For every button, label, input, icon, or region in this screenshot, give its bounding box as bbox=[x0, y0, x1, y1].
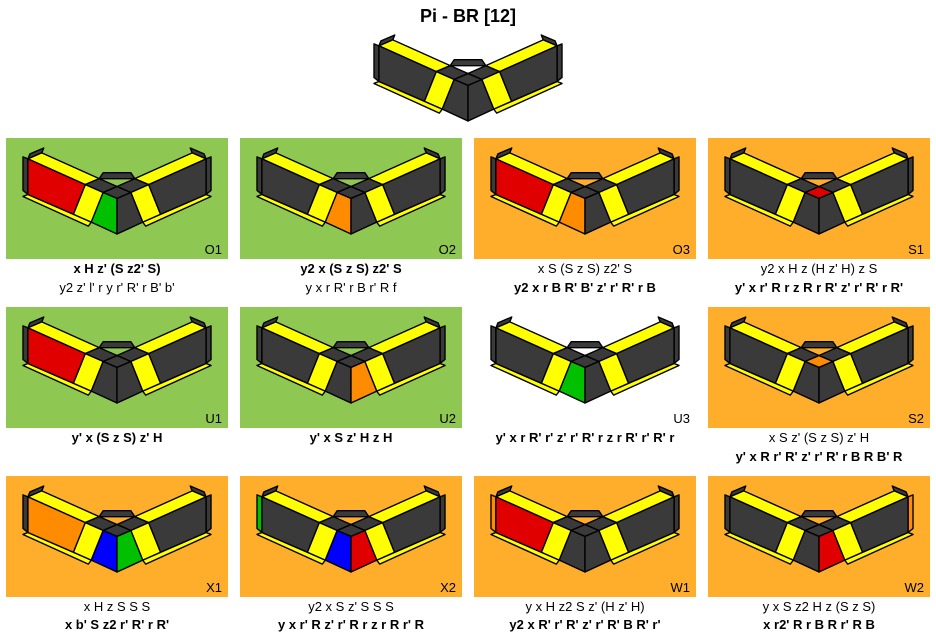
cube-wrap: O2 bbox=[240, 138, 462, 259]
case-cell-X1: X1 x H z S S Sx b' S z2 r' R' r R' bbox=[0, 472, 234, 641]
algorithm-text: y' x R r' R' z' r' R' r B R B' R bbox=[736, 449, 903, 466]
algorithm-text: x S z' (S z S) z' H bbox=[769, 430, 869, 447]
cube-wrap: O3 bbox=[474, 138, 696, 259]
cube-wrap: S1 bbox=[708, 138, 930, 259]
case-cell-S2: S2 x S z' (S z S) z' H y' x R r' R' z' r' … bbox=[702, 303, 936, 472]
header-cube bbox=[0, 27, 936, 134]
case-cell-O2: O2 y2 x (S z S) z2' S y x r R' r B r' R f bbox=[234, 134, 468, 303]
case-label: W2 bbox=[905, 580, 925, 595]
algorithm-text: x b' S z2 r' R' r R' bbox=[65, 617, 169, 634]
grid-row: O1 x H z' (S z2' S) y2 z' l' r y r' R' r B… bbox=[0, 134, 936, 303]
case-label: W1 bbox=[671, 580, 691, 595]
case-cell-O1: O1 x H z' (S z2' S) y2 z' l' r y r' R' r B… bbox=[0, 134, 234, 303]
case-label: U1 bbox=[205, 411, 222, 426]
algorithm-text: y2 x R' r' R' z' r' R' B R' r' bbox=[509, 617, 660, 634]
algorithm-text: y' x S z' H z H bbox=[310, 430, 393, 447]
algorithm-text: y x r R' r B r' R f bbox=[306, 280, 397, 297]
grid-row: X1 x H z S S Sx b' S z2 r' R' r R' X2 y2 x … bbox=[0, 472, 936, 641]
algorithm-text: x H z S S S bbox=[84, 599, 150, 616]
case-label: X1 bbox=[206, 580, 222, 595]
algorithm-text: y2 x r B R' B' z' r' R' r B bbox=[514, 280, 656, 297]
algorithm-text: x r2' R r B R r' R B bbox=[763, 617, 875, 634]
case-label: X2 bbox=[440, 580, 456, 595]
case-label: O1 bbox=[205, 242, 222, 257]
cube-wrap: S2 bbox=[708, 307, 930, 428]
cube-wrap: O1 bbox=[6, 138, 228, 259]
page-title: Pi - BR [12] bbox=[0, 0, 936, 27]
case-cell-U2: U2 y' x S z' H z H bbox=[234, 303, 468, 472]
algorithm-text: x S (S z S) z2' S bbox=[538, 261, 632, 278]
case-cell-U1: U1 y' x (S z S) z' H bbox=[0, 303, 234, 472]
case-label: S2 bbox=[908, 411, 924, 426]
algorithm-text: y x S z2 H z (S z S) bbox=[763, 599, 876, 616]
case-cell-W1: W1 y x H z2 S z' (H z' H)y2 x R' r' R' z'… bbox=[468, 472, 702, 641]
algorithm-text: y x r' R z' r' R r z r R r' R bbox=[278, 617, 424, 634]
case-label: O2 bbox=[439, 242, 456, 257]
algorithm-text: y2 z' l' r y r' R' r B' b' bbox=[59, 280, 174, 297]
case-label: U2 bbox=[439, 411, 456, 426]
case-cell-W2: W2 y x S z2 H z (S z S)x r2' R r B R r' R… bbox=[702, 472, 936, 641]
case-cell-U3: U3 y' x r R' r' z' r' R' r z r R' r' R' r bbox=[468, 303, 702, 472]
algorithm-text: y' x r' R r z R r R' z' r' R' r R' bbox=[735, 280, 903, 297]
algorithm-text: y x H z2 S z' (H z' H) bbox=[525, 599, 644, 616]
grid-row: U1 y' x (S z S) z' H U2 y' x S z' H z H U3 y'… bbox=[0, 303, 936, 472]
algorithm-text: y2 x (S z S) z2' S bbox=[300, 261, 401, 278]
cube-wrap: X1 bbox=[6, 476, 228, 597]
cube-wrap: X2 bbox=[240, 476, 462, 597]
cube-wrap: W1 bbox=[474, 476, 696, 597]
case-cell-S1: S1 y2 x H z (H z' H) z S y' x r' R r z R r… bbox=[702, 134, 936, 303]
algorithm-text: y' x r R' r' z' r' R' r z r R' r' R' r bbox=[496, 430, 675, 447]
algorithm-text: x H z' (S z2' S) bbox=[73, 261, 160, 278]
algorithm-text: y2 x H z (H z' H) z S bbox=[761, 261, 878, 278]
cube-wrap: U3 bbox=[474, 307, 696, 428]
case-label: U3 bbox=[673, 411, 690, 426]
algorithm-text: y' x (S z S) z' H bbox=[72, 430, 163, 447]
case-label: O3 bbox=[673, 242, 690, 257]
case-cell-O3: O3 x S (S z S) z2' S y2 x r B R' B' z' r' … bbox=[468, 134, 702, 303]
cube-wrap: W2 bbox=[708, 476, 930, 597]
case-label: S1 bbox=[908, 242, 924, 257]
algorithm-text: y2 x S z' S S S bbox=[308, 599, 394, 616]
cube-wrap: U1 bbox=[6, 307, 228, 428]
cube-wrap: U2 bbox=[240, 307, 462, 428]
grid: O1 x H z' (S z2' S) y2 z' l' r y r' R' r B… bbox=[0, 134, 936, 640]
case-cell-X2: X2 y2 x S z' S S Sy x r' R z' r' R r z r … bbox=[234, 472, 468, 641]
